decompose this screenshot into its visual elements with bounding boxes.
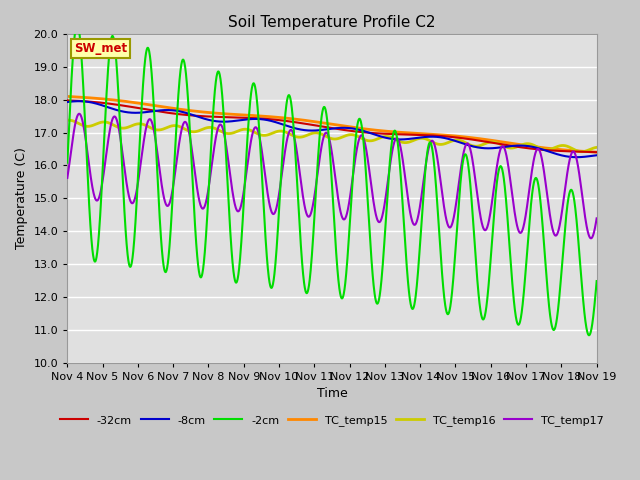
TC_temp15 [392, 129, 400, 135]
TC_temp16 [392, 137, 400, 143]
-2cm [585, 332, 593, 338]
TC_temp17 [63, 175, 71, 181]
-8cm [163, 107, 170, 113]
TC_temp17 [392, 135, 400, 141]
TC_temp16 [65, 117, 73, 123]
TC_temp17 [163, 202, 170, 207]
-8cm [573, 154, 580, 160]
-32cm [489, 140, 497, 146]
-2cm [63, 160, 71, 166]
-32cm [337, 127, 345, 132]
Legend: -32cm, -8cm, -2cm, TC_temp15, TC_temp16, TC_temp17: -32cm, -8cm, -2cm, TC_temp15, TC_temp16,… [56, 411, 609, 431]
TC_temp17 [208, 161, 216, 167]
TC_temp16 [593, 144, 600, 150]
TC_temp17 [337, 211, 345, 217]
Line: TC_temp15: TC_temp15 [67, 96, 596, 152]
-2cm [337, 294, 345, 300]
-32cm [208, 114, 216, 120]
-2cm [208, 130, 216, 135]
TC_temp16 [578, 149, 586, 155]
TC_temp17 [593, 216, 600, 221]
-32cm [593, 149, 600, 155]
-8cm [63, 99, 71, 105]
TC_temp15 [570, 148, 577, 154]
TC_temp17 [76, 111, 83, 117]
Line: TC_temp17: TC_temp17 [67, 114, 596, 238]
Line: TC_temp16: TC_temp16 [67, 120, 596, 152]
-2cm [593, 278, 600, 284]
TC_temp17 [570, 149, 577, 155]
-2cm [570, 193, 577, 199]
-8cm [392, 136, 400, 142]
TC_temp15 [208, 110, 216, 116]
-8cm [208, 118, 216, 123]
TC_temp15 [162, 104, 170, 110]
-32cm [162, 109, 170, 115]
Line: -8cm: -8cm [67, 101, 596, 157]
TC_temp15 [337, 123, 345, 129]
-2cm [163, 269, 170, 275]
TC_temp15 [63, 94, 71, 99]
Y-axis label: Temperature (C): Temperature (C) [15, 147, 28, 249]
TC_temp16 [63, 118, 71, 123]
-32cm [63, 97, 71, 103]
TC_temp16 [163, 125, 170, 131]
TC_temp17 [587, 235, 595, 241]
TC_temp15 [593, 149, 600, 155]
-2cm [489, 224, 497, 230]
-8cm [337, 125, 345, 131]
TC_temp16 [570, 146, 577, 152]
-8cm [489, 145, 497, 151]
-8cm [593, 152, 600, 158]
TC_temp16 [337, 135, 345, 141]
TC_temp17 [489, 192, 497, 198]
-8cm [570, 154, 577, 160]
-8cm [75, 98, 83, 104]
TC_temp16 [208, 125, 216, 131]
Title: Soil Temperature Profile C2: Soil Temperature Profile C2 [228, 15, 436, 30]
TC_temp16 [489, 139, 497, 145]
-32cm [570, 149, 577, 155]
Text: SW_met: SW_met [74, 42, 127, 55]
X-axis label: Time: Time [317, 387, 348, 400]
-2cm [74, 21, 81, 27]
Line: -2cm: -2cm [67, 24, 596, 335]
-2cm [392, 131, 400, 136]
-32cm [392, 132, 400, 137]
TC_temp15 [489, 138, 497, 144]
Line: -32cm: -32cm [67, 100, 596, 152]
